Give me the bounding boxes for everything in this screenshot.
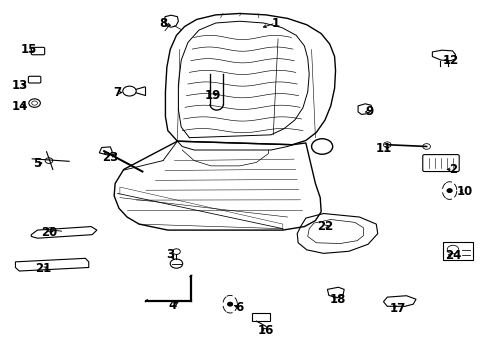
- Text: 4: 4: [168, 299, 176, 312]
- Text: 19: 19: [205, 89, 221, 102]
- Text: 14: 14: [12, 100, 28, 113]
- Text: 15: 15: [20, 43, 37, 56]
- Text: 10: 10: [456, 185, 472, 198]
- Circle shape: [447, 189, 451, 192]
- Circle shape: [227, 302, 232, 306]
- Text: 3: 3: [166, 248, 174, 261]
- Text: 21: 21: [35, 262, 51, 275]
- Text: 5: 5: [33, 157, 41, 170]
- Text: 20: 20: [41, 226, 58, 239]
- Text: 24: 24: [444, 249, 460, 262]
- Text: 17: 17: [389, 302, 405, 315]
- Text: 11: 11: [375, 142, 391, 155]
- Text: 8: 8: [159, 17, 167, 30]
- Text: 13: 13: [12, 79, 28, 92]
- Text: 16: 16: [257, 324, 274, 337]
- Bar: [251, 313, 269, 321]
- Text: 7: 7: [113, 86, 122, 99]
- Text: 9: 9: [364, 105, 372, 118]
- Text: 12: 12: [442, 54, 458, 67]
- Text: 22: 22: [316, 220, 332, 233]
- Text: 1: 1: [271, 17, 279, 30]
- Text: 23: 23: [102, 150, 118, 163]
- Bar: [443, 242, 472, 260]
- Text: 18: 18: [329, 293, 346, 306]
- Text: 6: 6: [235, 301, 244, 314]
- Text: 2: 2: [448, 163, 456, 176]
